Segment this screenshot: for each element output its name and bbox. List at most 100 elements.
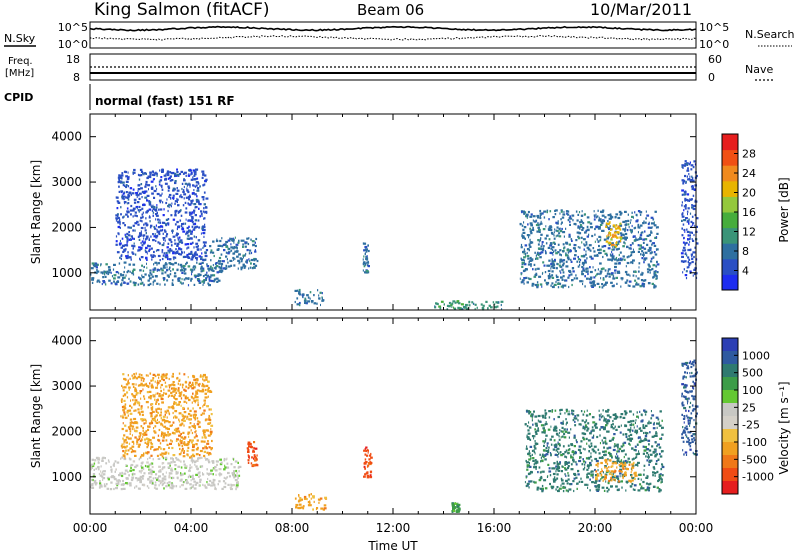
- echo-cell: [199, 449, 203, 453]
- echo-cell: [537, 471, 539, 474]
- echo-cell: [611, 243, 613, 246]
- echo-cell: [192, 484, 194, 487]
- echo-cell: [556, 477, 559, 480]
- echo-cell: [151, 209, 154, 212]
- echo-cell: [601, 468, 603, 471]
- echo-cell: [194, 193, 197, 196]
- echo-cell: [683, 237, 685, 240]
- echo-cell: [573, 410, 575, 413]
- echo-cell: [683, 164, 687, 167]
- echo-cell: [194, 483, 198, 486]
- echo-cell: [599, 442, 601, 445]
- echo-cell: [528, 421, 530, 424]
- echo-cell: [543, 216, 546, 219]
- echo-cell: [650, 257, 653, 260]
- echo-cell: [655, 460, 658, 463]
- echo-cell: [526, 445, 528, 448]
- echo-cell: [655, 248, 659, 251]
- echo-cell: [565, 260, 568, 263]
- echo-cell: [168, 411, 170, 414]
- echo-cell: [561, 278, 564, 281]
- echo-cell: [692, 207, 695, 210]
- echo-cell: [128, 231, 130, 234]
- echo-cell: [636, 425, 638, 428]
- echo-cell: [97, 468, 100, 471]
- echo-cell: [630, 219, 632, 222]
- echo-cell: [577, 235, 580, 238]
- echo-cell: [246, 259, 249, 262]
- echo-cell: [148, 216, 151, 219]
- echo-cell: [626, 256, 629, 259]
- echo-cell: [196, 423, 200, 426]
- echo-cell: [227, 252, 230, 255]
- echo-cell: [638, 266, 640, 269]
- echo-cell: [179, 440, 181, 443]
- echo-cell: [211, 251, 215, 254]
- echo-cell: [186, 453, 189, 456]
- echo-cell: [535, 442, 539, 445]
- echo-cell: [534, 435, 536, 438]
- echo-cell: [295, 503, 299, 507]
- echo-cell: [549, 474, 552, 477]
- echo-cell: [94, 483, 97, 486]
- echo-cell: [612, 235, 615, 238]
- echo-cell: [184, 201, 187, 204]
- echo-cell: [658, 421, 660, 424]
- echo-cell: [194, 463, 196, 466]
- echo-cell: [213, 468, 216, 471]
- echo-cell: [602, 284, 605, 287]
- echo-cell: [298, 503, 302, 506]
- echo-cell: [98, 457, 100, 460]
- echo-cell: [196, 261, 198, 264]
- echo-cell: [614, 461, 616, 464]
- echo-cell: [141, 213, 144, 216]
- echo-cell: [576, 482, 578, 485]
- echo-cell: [634, 279, 637, 282]
- echo-cell: [252, 243, 255, 246]
- echo-cell: [526, 234, 530, 237]
- echo-cell: [186, 277, 190, 280]
- echo-cell: [160, 383, 163, 387]
- echo-cell: [233, 246, 236, 249]
- echo-cell: [176, 168, 178, 171]
- echo-cell: [204, 223, 206, 226]
- echo-cell: [685, 390, 689, 393]
- echo-cell: [574, 417, 578, 420]
- echo-cell: [490, 306, 493, 309]
- echo-cell: [534, 273, 538, 277]
- echo-cell: [694, 213, 696, 217]
- echo-cell: [553, 444, 557, 447]
- echo-cell: [115, 219, 117, 222]
- echo-cell: [164, 239, 166, 242]
- echo-cell: [307, 501, 310, 504]
- echo-cell: [210, 469, 213, 472]
- echo-cell: [156, 282, 159, 285]
- echo-cell: [172, 268, 174, 271]
- echo-cell: [211, 267, 214, 270]
- echo-cell: [600, 267, 604, 271]
- echo-cell: [487, 307, 489, 310]
- echo-cell: [553, 480, 556, 483]
- echo-cell: [174, 174, 178, 177]
- echo-cell: [183, 278, 186, 281]
- echo-cell: [110, 470, 113, 473]
- echo-cell: [157, 254, 161, 258]
- echo-cell: [185, 465, 188, 468]
- echo-cell: [122, 414, 124, 417]
- echo-cell: [620, 459, 623, 462]
- echo-cell: [656, 277, 658, 280]
- echo-cell: [195, 392, 199, 395]
- echo-cell: [635, 237, 637, 240]
- echo-cell: [151, 170, 154, 173]
- echo-cell: [551, 285, 555, 289]
- echo-cell: [126, 477, 129, 480]
- echo-cell: [653, 485, 656, 488]
- echo-cell: [546, 234, 549, 237]
- echo-cell: [163, 373, 165, 376]
- echo-cell: [214, 465, 217, 469]
- echo-cell: [619, 475, 621, 478]
- echo-cell: [583, 243, 585, 246]
- echo-cell: [132, 215, 134, 218]
- echo-cell: [148, 439, 152, 442]
- echo-cell: [150, 386, 154, 389]
